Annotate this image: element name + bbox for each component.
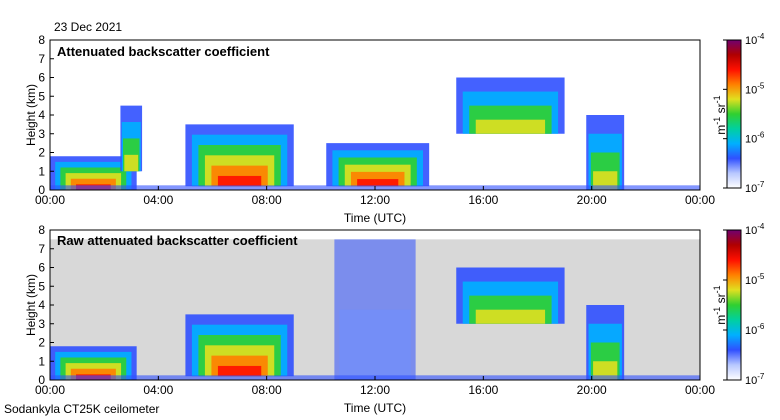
x-tick-label: 08:00 (252, 383, 282, 397)
x-tick-label: 04:00 (143, 383, 173, 397)
colorbar-tick-label: 10-6 (745, 322, 765, 337)
backscatter-band (124, 155, 138, 171)
backscatter-band (357, 179, 398, 186)
raw-backscatter-heatmap (50, 239, 700, 380)
y-tick-label: 3 (38, 317, 45, 331)
y-tick-label: 6 (38, 71, 45, 85)
panel-title: Raw attenuated backscatter coefficient (57, 233, 298, 248)
colorbar-tick-label: 10-5 (745, 272, 765, 287)
x-tick-label: 04:00 (143, 193, 173, 207)
y-tick-label: 4 (38, 298, 45, 312)
colorbar-gradient (727, 40, 741, 188)
y-tick-label: 2 (38, 146, 45, 160)
y-tick-label: 4 (38, 108, 45, 122)
backscatter-band (476, 310, 545, 324)
colorbar-unit: m-1 sr-1 (712, 285, 728, 324)
x-tick-label: 08:00 (252, 193, 282, 207)
instrument-footer: Sodankyla CT25K ceilometer (4, 402, 159, 416)
y-tick-label: 2 (38, 336, 45, 350)
y-tick-label: 7 (38, 242, 45, 256)
panel-attenuated: 00:00 04:00 08:00 12:00 16:00 20:00 00:0001234… (24, 32, 765, 225)
colorbar-tick-label: 10-5 (745, 81, 765, 96)
x-tick-label: 20:00 (577, 193, 607, 207)
x-tick-label: 12:00 (360, 383, 390, 397)
y-tick-label: 6 (38, 261, 45, 275)
x-tick-label: 00:00 (685, 383, 715, 397)
y-tick-label: 3 (38, 127, 45, 141)
colorbar: 10-7 10-6 10-5 10-4 m-1 sr-1 (712, 32, 765, 195)
backscatter-band (218, 366, 261, 376)
x-tick-label: 12:00 (360, 193, 390, 207)
x-tick-label: 20:00 (577, 383, 607, 397)
colorbar-unit: m-1 sr-1 (712, 95, 728, 134)
colorbar-tick-label: 10-4 (745, 32, 765, 47)
colorbar-tick-label: 10-7 (745, 180, 765, 195)
y-tick-label: 5 (38, 279, 45, 293)
panel-title: Attenuated backscatter coefficient (57, 44, 270, 59)
colorbar-tick-label: 10-6 (745, 131, 765, 146)
backscatter-band (339, 310, 411, 380)
x-tick-label: 16:00 (468, 383, 498, 397)
x-tick-label: 16:00 (468, 193, 498, 207)
x-tick-label: 00:00 (685, 193, 715, 207)
y-tick-label: 5 (38, 89, 45, 103)
colorbar-gradient (727, 230, 741, 380)
x-axis-label: Time (UTC) (344, 401, 406, 415)
y-tick-label: 1 (38, 164, 45, 178)
y-axis-label: Height (km) (24, 84, 38, 146)
y-tick-label: 0 (38, 183, 45, 197)
backscatter-band (476, 120, 545, 134)
colorbar-tick-label: 10-4 (745, 222, 765, 237)
panel-raw: 00:00 04:00 08:00 12:00 16:00 20:00 00:0001234… (24, 222, 765, 415)
y-tick-label: 0 (38, 373, 45, 387)
colorbar-tick-label: 10-7 (745, 372, 765, 387)
colorbar: 10-7 10-6 10-5 10-4 m-1 sr-1 (712, 222, 765, 387)
y-tick-label: 8 (38, 33, 45, 47)
y-axis-label: Height (km) (24, 274, 38, 336)
x-axis-label: Time (UTC) (344, 211, 406, 225)
backscatter-band (218, 176, 261, 186)
date-label: 23 Dec 2021 (54, 20, 122, 34)
y-tick-label: 1 (38, 354, 45, 368)
y-tick-label: 7 (38, 52, 45, 66)
y-tick-label: 8 (38, 223, 45, 237)
